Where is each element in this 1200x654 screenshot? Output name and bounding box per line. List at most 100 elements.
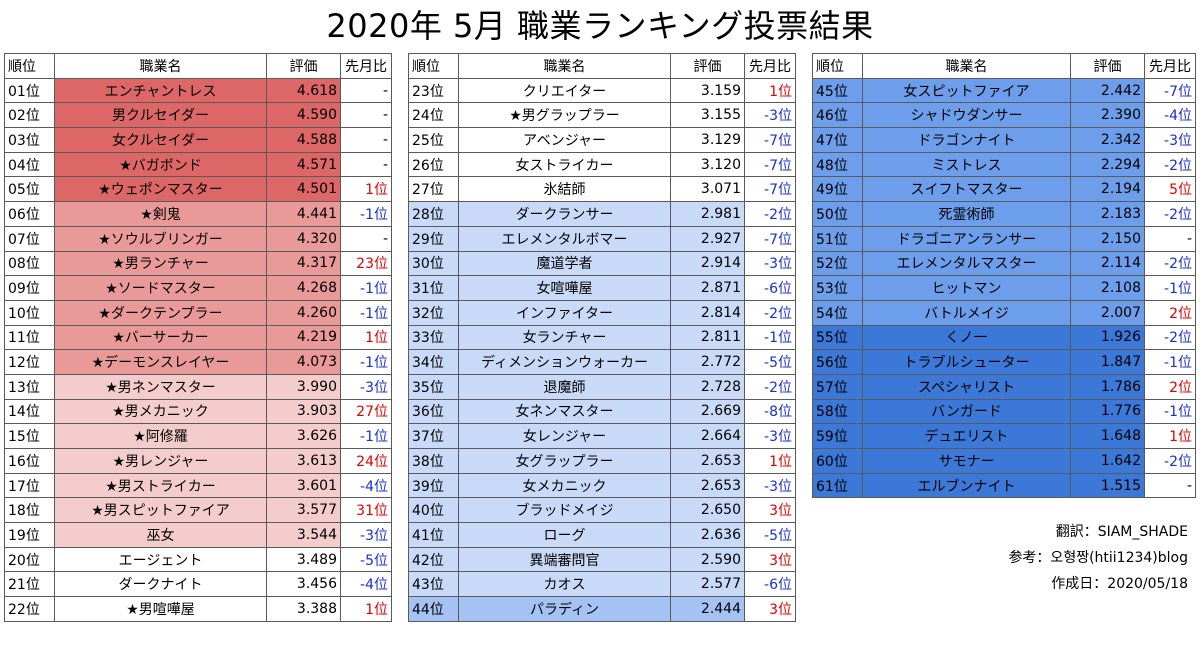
change-cell: 1位 xyxy=(340,324,392,351)
rank-cell: 51位 xyxy=(812,225,863,252)
score-cell: 1.648 xyxy=(1070,423,1145,449)
score-cell: 2.114 xyxy=(1070,250,1145,277)
rank-cell: 33位 xyxy=(408,324,459,351)
change-cell: - xyxy=(1144,225,1196,252)
score-cell: 2.294 xyxy=(1070,151,1145,178)
score-cell: 3.388 xyxy=(266,596,341,622)
table-row: 10位 ★ダークテンプラー 4.260 -1位 xyxy=(4,299,392,326)
score-cell: 3.456 xyxy=(266,571,341,598)
rank-cell: 04位 xyxy=(4,151,55,178)
table-row: 49位 スイフトマスター 2.194 5位 xyxy=(812,176,1196,203)
job-name-cell: 女ランチャー xyxy=(458,324,671,351)
job-name-cell: ローグ xyxy=(458,522,671,548)
change-cell: - xyxy=(340,151,392,178)
rank-cell: 42位 xyxy=(408,546,459,573)
score-cell: 2.871 xyxy=(670,275,745,301)
score-cell: 2.577 xyxy=(670,571,745,598)
table-row: 50位 死霊術師 2.183 -2位 xyxy=(812,201,1196,227)
change-cell: 3位 xyxy=(744,596,796,622)
change-cell: 1位 xyxy=(1144,423,1196,449)
rank-cell: 50位 xyxy=(812,201,863,227)
rank-cell: 60位 xyxy=(812,448,863,474)
table-row: 03位 女クルセイダー 4.588- xyxy=(4,127,392,153)
table-row: 58位 バンガード 1.776 -1位 xyxy=(812,398,1196,425)
change-cell: - xyxy=(340,77,392,104)
table-row: 36位 女ネンマスター 2.669 -8位 xyxy=(408,398,796,425)
score-cell: 1.926 xyxy=(1070,324,1145,351)
rank-cell: 43位 xyxy=(408,571,459,598)
score-cell: 2.590 xyxy=(670,546,745,573)
table-row: 34位 ディメンションウォーカー 2.772 -5位 xyxy=(408,349,796,375)
table-row: 16位 ★男レンジャー 3.613 24位 xyxy=(4,448,392,474)
job-name-cell: ダークナイト xyxy=(54,571,267,598)
table-row: 56位 トラブルシューター 1.847 -1位 xyxy=(812,349,1196,375)
change-cell: -1位 xyxy=(744,324,796,351)
table-row: 44位 パラディン 2.444 3位 xyxy=(408,596,796,622)
change-cell: -2位 xyxy=(744,201,796,227)
score-cell: 3.071 xyxy=(670,176,745,203)
job-name-cell: シャドウダンサー xyxy=(862,102,1071,129)
score-cell: 2.108 xyxy=(1070,275,1145,301)
change-cell: 27位 xyxy=(340,398,392,425)
rank-cell: 16位 xyxy=(4,448,55,474)
rank-cell: 31位 xyxy=(408,275,459,301)
table-row: 23位 クリエイター 3.159 1位 xyxy=(408,77,796,104)
job-name-cell: ★阿修羅 xyxy=(54,423,267,449)
rank-cell: 10位 xyxy=(4,299,55,326)
rank-cell: 19位 xyxy=(4,522,55,548)
score-cell: 4.073 xyxy=(266,349,341,375)
rank-cell: 57位 xyxy=(812,373,863,400)
credit-created-date: 作成日：2020/05/18 xyxy=(1051,576,1188,592)
score-cell: 3.544 xyxy=(266,522,341,548)
change-cell: 23位 xyxy=(340,250,392,277)
job-name-cell: 男クルセイダー xyxy=(54,102,267,129)
change-cell: -4位 xyxy=(1144,102,1196,129)
job-name-cell: トラブルシューター xyxy=(862,349,1071,375)
table-row: 15位 ★阿修羅 3.626 -1位 xyxy=(4,423,392,449)
job-name-cell: カオス xyxy=(458,571,671,598)
rank-cell: 07位 xyxy=(4,225,55,252)
score-cell: 2.653 xyxy=(670,472,745,499)
change-cell: -5位 xyxy=(744,349,796,375)
table-row: 61位 エルブンナイト 1.515- xyxy=(812,472,1196,499)
job-name-cell: 魔道学者 xyxy=(458,250,671,277)
job-name-cell: エレメンタルマスター xyxy=(862,250,1071,277)
rank-cell: 17位 xyxy=(4,472,55,499)
job-name-cell: 氷結師 xyxy=(458,176,671,203)
table-row: 55位 くノ一 1.926 -2位 xyxy=(812,324,1196,351)
table-row: 38位 女グラップラー 2.653 1位 xyxy=(408,448,796,474)
header-job: 職業名 xyxy=(54,53,267,79)
table-row: 05位 ★ウェポンマスター 4.501 1位 xyxy=(4,176,392,203)
job-name-cell: エレメンタルボマー xyxy=(458,225,671,252)
score-cell: 1.642 xyxy=(1070,448,1145,474)
rank-cell: 45位 xyxy=(812,77,863,104)
change-cell: -6位 xyxy=(744,275,796,301)
change-cell: -2位 xyxy=(744,299,796,326)
table-row: 37位 女レンジャー 2.664 -3位 xyxy=(408,423,796,449)
change-cell: -3位 xyxy=(744,102,796,129)
rank-cell: 48位 xyxy=(812,151,863,178)
change-cell: -3位 xyxy=(340,522,392,548)
change-cell: -7位 xyxy=(744,225,796,252)
header-job: 職業名 xyxy=(862,53,1071,79)
rank-cell: 38位 xyxy=(408,448,459,474)
header-score: 評価 xyxy=(1070,53,1145,79)
score-cell: 3.159 xyxy=(670,77,745,104)
job-name-cell: ★ソードマスター xyxy=(54,275,267,301)
rank-cell: 52位 xyxy=(812,250,863,277)
change-cell: -2位 xyxy=(744,373,796,400)
score-cell: 4.571 xyxy=(266,151,341,178)
job-name-cell: ミストレス xyxy=(862,151,1071,178)
job-name-cell: ★男ランチャー xyxy=(54,250,267,277)
table-row: 19位 巫女 3.544 -3位 xyxy=(4,522,392,548)
score-cell: 3.489 xyxy=(266,546,341,573)
job-name-cell: 退魔師 xyxy=(458,373,671,400)
rank-cell: 56位 xyxy=(812,349,863,375)
score-cell: 3.990 xyxy=(266,373,341,400)
rank-cell: 29位 xyxy=(408,225,459,252)
score-cell: 3.613 xyxy=(266,448,341,474)
change-cell: -8位 xyxy=(744,398,796,425)
table-row: 04位 ★バガボンド 4.571- xyxy=(4,151,392,178)
job-name-cell: ダークランサー xyxy=(458,201,671,227)
header-rank: 順位 xyxy=(4,53,55,79)
